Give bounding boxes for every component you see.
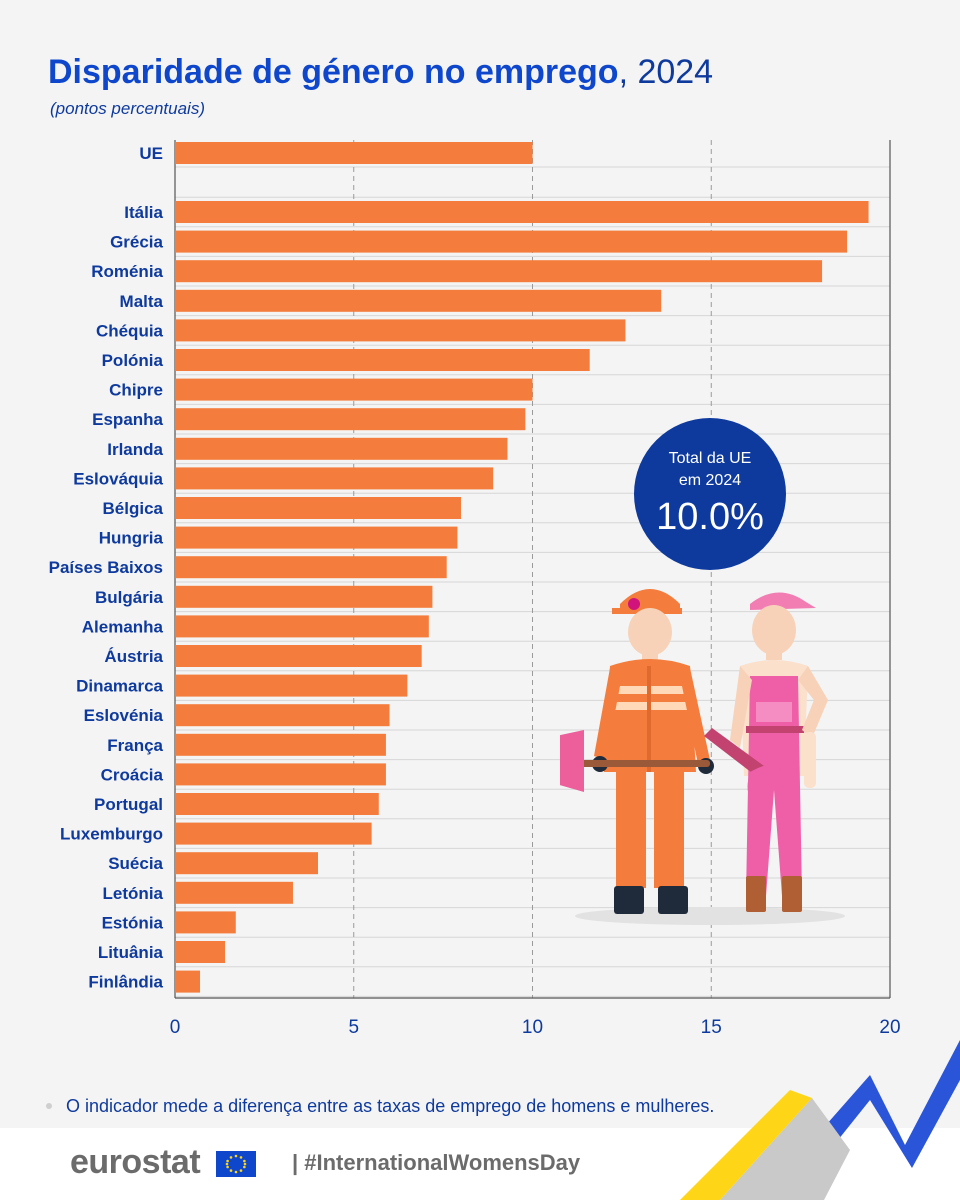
bar bbox=[175, 881, 293, 904]
bar bbox=[175, 526, 458, 549]
category-label: UE bbox=[139, 144, 163, 163]
bar bbox=[175, 793, 379, 815]
category-labels: UE Itália Grécia Roménia Malta Chéquia Polónia… bbox=[49, 144, 164, 992]
eu-flag-icon bbox=[216, 1151, 256, 1177]
category-label: Croácia bbox=[101, 765, 164, 784]
workers-illustration bbox=[560, 589, 845, 925]
bar bbox=[175, 941, 226, 963]
bar bbox=[175, 615, 429, 638]
footnote-bullet bbox=[46, 1103, 52, 1109]
x-tick-label: 0 bbox=[170, 1017, 181, 1038]
category-label: Alemanha bbox=[82, 617, 164, 636]
bar bbox=[175, 260, 823, 283]
bar bbox=[175, 349, 590, 371]
category-label: Letónia bbox=[103, 884, 164, 903]
firefighter-figure bbox=[560, 589, 714, 914]
title-main: Disparidade de género no emprego bbox=[48, 53, 619, 91]
category-label: Luxemburgo bbox=[60, 825, 163, 844]
hashtag: | #InternationalWomensDay bbox=[292, 1150, 581, 1175]
category-label: Portugal bbox=[94, 795, 163, 814]
badge-line-2: em 2024 bbox=[678, 472, 742, 489]
bar bbox=[175, 704, 390, 727]
bar bbox=[175, 970, 201, 993]
bar bbox=[175, 142, 533, 164]
eurostat-logo: eurostat bbox=[70, 1143, 201, 1181]
category-label: Países Baixos bbox=[49, 558, 163, 577]
chart-title: Disparidade de género no emprego, 2024 bbox=[48, 52, 713, 92]
bar bbox=[175, 911, 236, 934]
badge-value: 10.0% bbox=[656, 496, 764, 538]
category-label: Grécia bbox=[110, 233, 163, 252]
bar bbox=[175, 319, 626, 342]
category-label: Hungria bbox=[99, 529, 164, 548]
bars bbox=[175, 142, 869, 993]
category-label: Estónia bbox=[102, 913, 164, 932]
bar bbox=[175, 378, 533, 401]
bar-chart: UE Itália Grécia Roménia Malta Chéquia Polónia… bbox=[49, 140, 901, 1038]
x-tick-label: 5 bbox=[348, 1017, 359, 1038]
chart-subtitle: (pontos percentuais) bbox=[50, 99, 205, 118]
category-label: Chipre bbox=[109, 381, 163, 400]
x-tick-label: 20 bbox=[879, 1017, 900, 1038]
category-label: Chéquia bbox=[96, 321, 164, 340]
bar bbox=[175, 408, 526, 431]
category-label: Roménia bbox=[91, 262, 163, 281]
title-year: , 2024 bbox=[618, 53, 714, 91]
bar bbox=[175, 437, 508, 460]
bar bbox=[175, 230, 848, 253]
category-label: Lituânia bbox=[98, 943, 164, 962]
category-label: Polónia bbox=[102, 351, 164, 370]
bar bbox=[175, 289, 662, 312]
category-label: Dinamarca bbox=[76, 677, 163, 696]
category-label: Irlanda bbox=[107, 440, 163, 459]
category-label: Malta bbox=[120, 292, 164, 311]
bar bbox=[175, 585, 433, 608]
bar bbox=[175, 763, 386, 786]
category-label: Áustria bbox=[104, 647, 163, 666]
category-label: Bélgica bbox=[103, 499, 164, 518]
eu-total-badge: Total da UE em 2024 10.0% bbox=[634, 418, 786, 570]
bar bbox=[175, 822, 372, 845]
bar bbox=[175, 645, 422, 667]
bar bbox=[175, 467, 494, 490]
x-tick-label: 15 bbox=[701, 1017, 722, 1038]
bar bbox=[175, 674, 408, 697]
footnote: O indicador mede a diferença entre as ta… bbox=[66, 1096, 715, 1116]
bar bbox=[175, 497, 461, 519]
bar bbox=[175, 852, 318, 875]
badge-line-1: Total da UE bbox=[668, 450, 752, 467]
category-label: Espanha bbox=[92, 410, 163, 429]
category-label: Eslováquia bbox=[73, 469, 163, 488]
x-tick-label: 10 bbox=[522, 1017, 543, 1038]
category-label: Bulgária bbox=[95, 588, 164, 607]
bar bbox=[175, 556, 447, 579]
category-label: Eslovénia bbox=[84, 706, 164, 725]
category-label: Suécia bbox=[108, 854, 163, 873]
worker-woman-figure bbox=[704, 592, 828, 912]
category-label: Itália bbox=[124, 203, 163, 222]
x-tick-labels: 0 5 10 15 20 bbox=[170, 1017, 901, 1038]
bar bbox=[175, 201, 869, 223]
bar bbox=[175, 733, 386, 756]
category-label: França bbox=[107, 736, 163, 755]
category-label: Finlândia bbox=[88, 973, 163, 992]
